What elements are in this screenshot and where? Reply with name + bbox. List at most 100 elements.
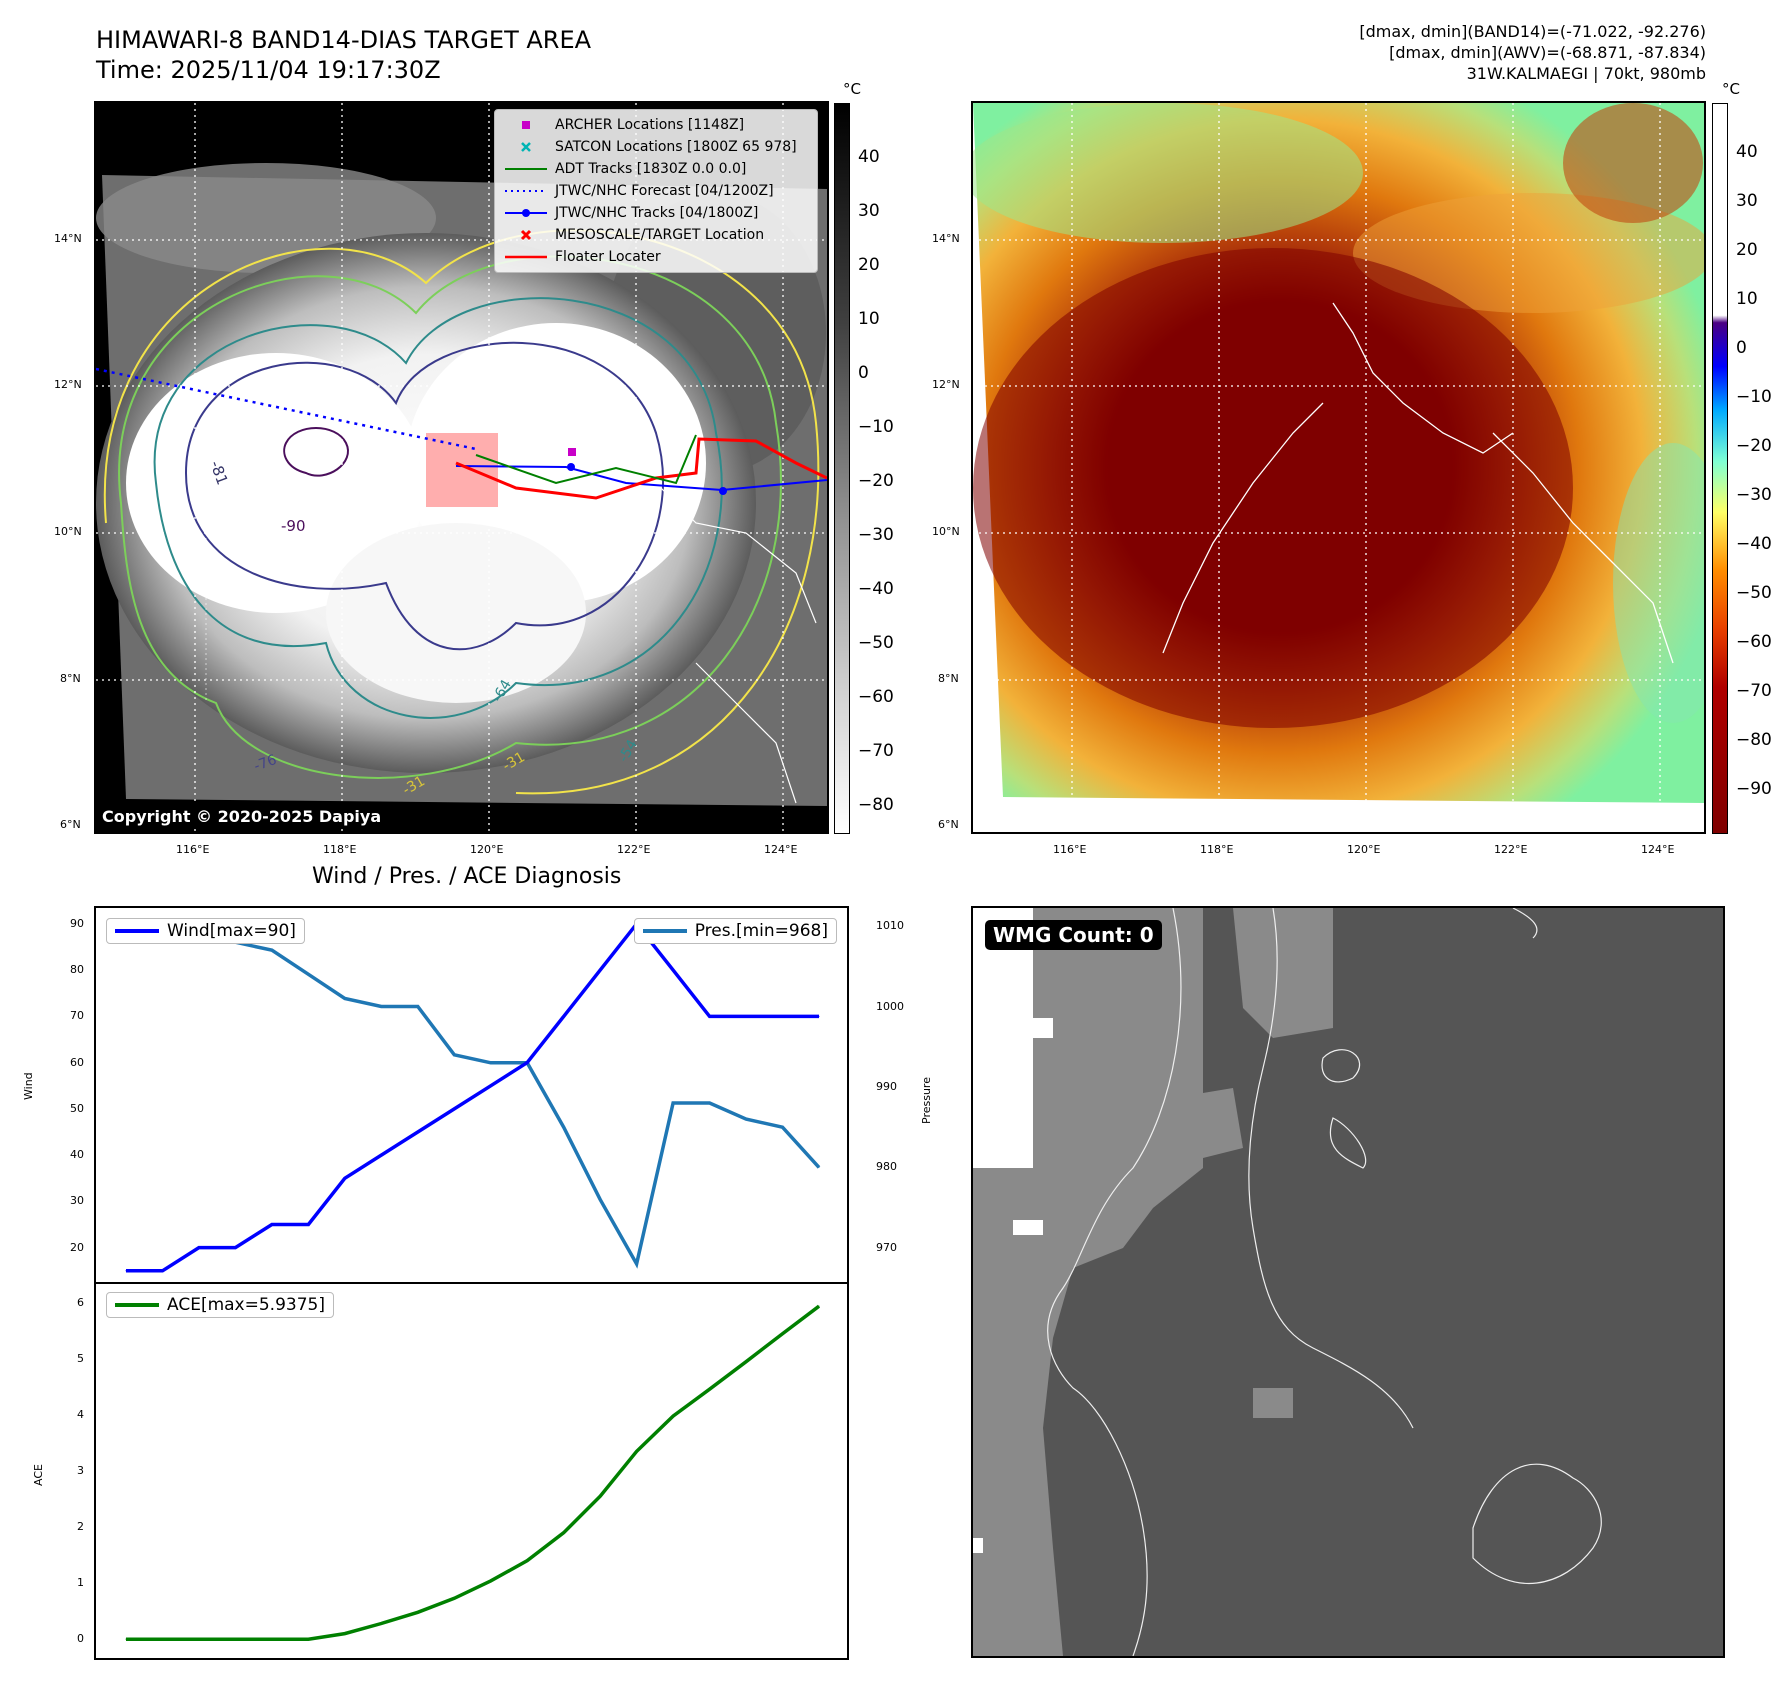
ace-axis-ticks: 6 5 4 3 2 1 0 — [50, 1282, 88, 1660]
pressure-axis-ticks: 1010 1000 990 980 970 — [872, 906, 932, 1284]
wind-series-line-point — [818, 1015, 820, 1017]
awv-map-image — [973, 103, 1704, 832]
wind-axis-ticks: 90 80 70 60 50 40 30 20 — [40, 906, 88, 1284]
ace-axis-label: ACE — [32, 1464, 45, 1486]
ace-series-line-point — [453, 1597, 455, 1599]
archer-marker — [568, 448, 576, 456]
awv-colorbar — [1712, 103, 1728, 834]
wind-series-line-point — [526, 1062, 528, 1064]
pressure-tick: 980 — [876, 1160, 897, 1174]
lat-tick-14: 14°N — [54, 232, 82, 245]
pressure-series-line-point — [599, 1199, 601, 1201]
line-icon — [505, 168, 547, 170]
wind-series-line-point — [782, 1015, 784, 1017]
awv-lat-tick-14: 14°N — [932, 232, 960, 245]
wind-series-line-point — [161, 1270, 163, 1272]
wind-tick: 50 — [70, 1101, 84, 1115]
ace-tick: 1 — [77, 1576, 84, 1590]
lon-tick-118: 118°E — [323, 843, 357, 856]
dotted-line-icon — [505, 190, 547, 192]
ace-series-line-point — [563, 1532, 565, 1534]
pressure-series-line-point — [563, 1126, 565, 1128]
copyright-label: Copyright © 2020-2025 Dapiya — [96, 805, 388, 828]
legend-item-floater: Floater Locater — [503, 246, 809, 268]
pressure-series-line-point — [636, 1263, 638, 1265]
awv-lon-tick-122: 122°E — [1494, 843, 1528, 856]
wmg-map-panel: WMG Count: 0 — [971, 906, 1725, 1658]
ace-series-line-point — [490, 1580, 492, 1582]
ace-series-line-point — [161, 1638, 163, 1640]
wind-pressure-plot — [125, 921, 821, 1273]
pressure-series-line-point — [709, 1102, 711, 1104]
pressure-series-line — [125, 924, 821, 1269]
ace-tick: 2 — [77, 1520, 84, 1534]
figure-title: HIMAWARI-8 BAND14-DIAS TARGET AREA — [96, 26, 592, 54]
ace-series-line-point — [818, 1305, 820, 1307]
contour-label-7: -76 — [252, 752, 279, 775]
pressure-series-line-point — [344, 997, 346, 999]
awv-lat-tick-12: 12°N — [932, 378, 960, 391]
lat-tick-10: 10°N — [54, 525, 82, 538]
wind-tick: 80 — [70, 963, 84, 977]
pressure-tick: 990 — [876, 1079, 897, 1093]
target-area-box — [426, 433, 498, 507]
floater-track-line — [455, 437, 827, 500]
pressure-series-line-point — [490, 1062, 492, 1064]
ace-plot — [125, 1304, 821, 1641]
pressure-series-line-point — [782, 1126, 784, 1128]
wind-legend: Wind[max=90] — [106, 918, 305, 944]
wind-tick: 70 — [70, 1009, 84, 1023]
lat-tick-6: 6°N — [60, 818, 81, 831]
ace-series-line — [126, 1304, 821, 1641]
meta-awv-range: [dmax, dmin](AWV)=(-68.871, -87.834) — [1389, 43, 1706, 62]
ace-chart: ACE[max=5.9375] — [94, 1282, 849, 1660]
ace-series-line-point — [599, 1495, 601, 1497]
wind-series-line-point — [745, 1015, 747, 1017]
contour-label-2: -90 — [281, 517, 306, 535]
ace-series-line-point — [709, 1388, 711, 1390]
pressure-tick: 1010 — [876, 919, 904, 933]
lon-tick-116: 116°E — [176, 843, 210, 856]
pressure-series-line-point — [672, 1102, 674, 1104]
pressure-series-line-point — [745, 1118, 747, 1120]
pressure-series-line-point — [453, 1054, 455, 1056]
ace-legend-line — [115, 1303, 159, 1307]
wind-series-line-point — [417, 1131, 419, 1133]
jtwc-track-line — [455, 465, 827, 492]
ace-series-line-point — [782, 1333, 784, 1335]
awv-lon-tick-118: 118°E — [1200, 843, 1234, 856]
legend-item-forecast: JTWC/NHC Forecast [04/1200Z] — [503, 180, 809, 202]
ace-series-line-point — [271, 1638, 273, 1640]
ace-tick: 4 — [77, 1407, 84, 1421]
legend-item-archer: ARCHER Locations [1148Z] — [503, 114, 809, 136]
wind-pressure-chart: Wind[max=90] Pres.[min=968] — [94, 906, 849, 1284]
wind-series-line-point — [380, 1154, 382, 1156]
gray-colorbar-unit: °C — [843, 80, 861, 98]
ir-map-panel: -81 -90 -64 -54 -31 -31 -76 Copyright © … — [94, 101, 829, 834]
lat-tick-12: 12°N — [54, 378, 82, 391]
pressure-series-line-point — [271, 949, 273, 951]
wind-series-line-point — [709, 1015, 711, 1017]
ace-legend: ACE[max=5.9375] — [106, 1292, 334, 1318]
pressure-legend-line — [642, 929, 687, 933]
ace-series-line-point — [125, 1638, 127, 1640]
ace-series-line-point — [672, 1415, 674, 1417]
awv-lon-tick-120: 120°E — [1347, 843, 1381, 856]
wind-series-line-point — [490, 1085, 492, 1087]
lon-tick-122: 122°E — [617, 843, 651, 856]
forecast-track-line — [96, 367, 477, 451]
figure-timestamp: Time: 2025/11/04 19:17:30Z — [96, 56, 441, 84]
legend-item-adt: ADT Tracks [1830Z 0.0 0.0] — [503, 158, 809, 180]
square-marker-icon — [522, 121, 530, 129]
ace-series-line-point — [344, 1633, 346, 1635]
awv-lat-tick-10: 10°N — [932, 525, 960, 538]
wind-axis-label: Wind — [22, 1072, 35, 1100]
gray-colorbar — [834, 103, 850, 834]
wind-tick: 90 — [70, 916, 84, 930]
ace-series-line-point — [234, 1638, 236, 1640]
pressure-series-line-point — [818, 1166, 820, 1168]
wmg-map-image — [973, 908, 1723, 1656]
lon-tick-120: 120°E — [470, 843, 504, 856]
awv-lat-tick-8: 8°N — [938, 672, 959, 685]
pressure-series-line-point — [307, 973, 309, 975]
